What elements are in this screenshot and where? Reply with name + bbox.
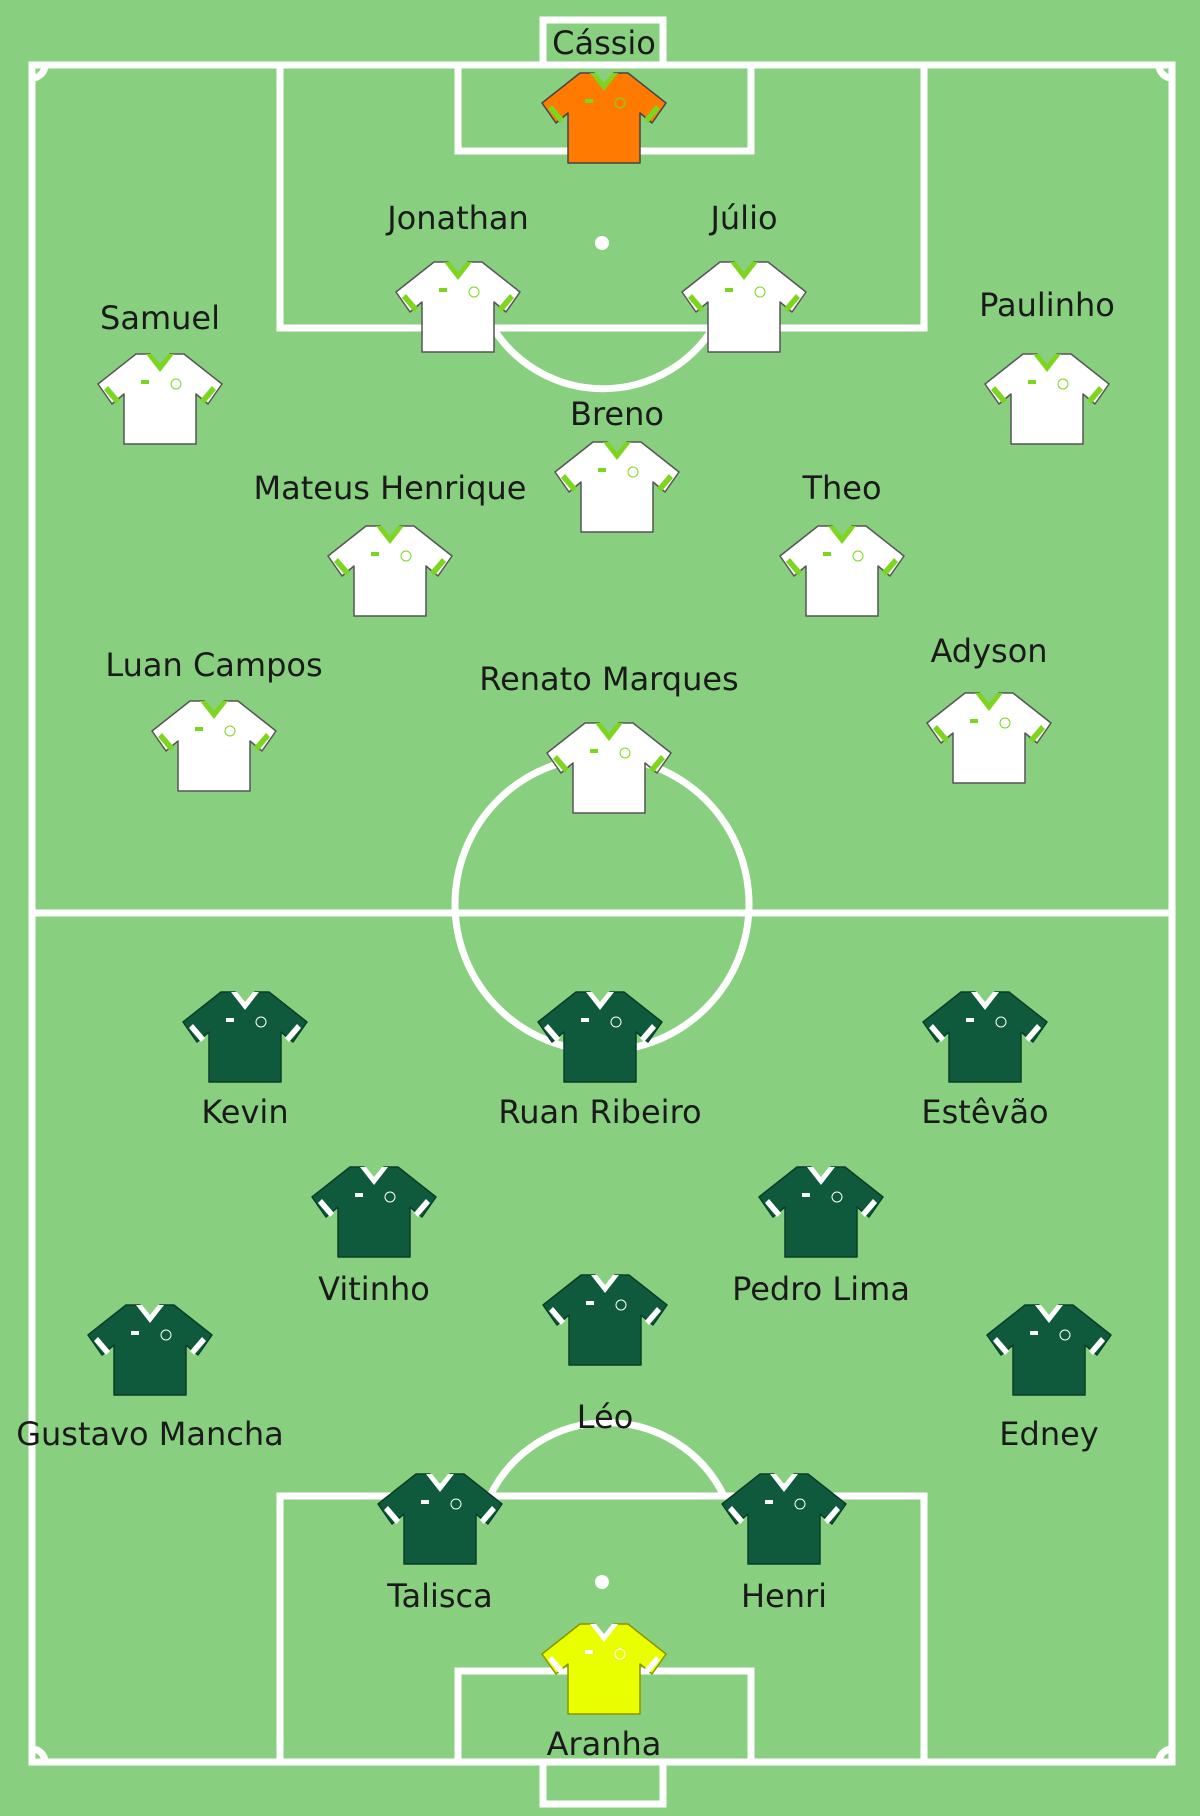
bottom-penalty-spot <box>595 1575 609 1589</box>
shirt-icon <box>541 72 667 164</box>
shirt-icon <box>546 722 672 814</box>
player-name: Léo <box>576 1398 634 1436</box>
player-name: Samuel <box>100 299 220 337</box>
player-name: Luan Campos <box>105 646 323 684</box>
shirt-icon <box>922 991 1048 1083</box>
player-name: Kevin <box>201 1093 289 1131</box>
corner-arc-bottom-right <box>1155 1745 1173 1763</box>
shirt-icon <box>97 353 223 445</box>
shirt-icon <box>542 1274 668 1366</box>
corner-arc-bottom-left <box>31 1745 49 1763</box>
bottom-penalty-arc <box>486 1419 728 1498</box>
player-name: Cássio <box>552 24 656 62</box>
player-name: Renato Marques <box>479 660 739 698</box>
shirt-icon <box>395 261 521 353</box>
player-name: Edney <box>999 1415 1099 1453</box>
player-name: Paulinho <box>979 286 1115 324</box>
shirt-icon <box>182 991 308 1083</box>
player-name: Ruan Ribeiro <box>498 1093 702 1131</box>
shirt-icon <box>926 692 1052 784</box>
player-name: Gustavo Mancha <box>16 1415 284 1453</box>
top-penalty-spot <box>595 236 609 250</box>
player-name: Adyson <box>930 632 1048 670</box>
shirt-icon <box>151 700 277 792</box>
shirt-icon <box>327 525 453 617</box>
shirt-icon <box>87 1304 213 1396</box>
player-name: Theo <box>802 469 882 507</box>
corner-arc-top-left <box>31 64 49 82</box>
shirt-icon <box>311 1166 437 1258</box>
player-name: Talisca <box>387 1577 493 1615</box>
shirt-icon <box>377 1473 503 1565</box>
player-name: Aranha <box>546 1725 662 1763</box>
top-penalty-arc <box>490 326 716 393</box>
shirt-icon <box>984 353 1110 445</box>
shirt-icon <box>554 441 680 533</box>
bottom-goal <box>539 1758 667 1808</box>
corner-arc-top-right <box>1155 64 1173 82</box>
top-goal <box>539 16 667 69</box>
shirt-icon <box>541 1623 667 1715</box>
shirt-icon <box>758 1166 884 1258</box>
shirt-icon <box>681 261 807 353</box>
player-name: Breno <box>570 395 664 433</box>
player-name: Mateus Henrique <box>253 469 527 507</box>
player-name: Pedro Lima <box>732 1270 910 1308</box>
shirt-icon <box>721 1473 847 1565</box>
shirt-icon <box>537 991 663 1083</box>
player-name: Jonathan <box>387 199 529 237</box>
player-name: Júlio <box>710 199 778 237</box>
player-name: Henri <box>740 1577 828 1615</box>
shirt-icon <box>779 525 905 617</box>
player-name: Estêvão <box>921 1093 1049 1131</box>
shirt-icon <box>986 1304 1112 1396</box>
player-name: Vitinho <box>318 1270 430 1308</box>
